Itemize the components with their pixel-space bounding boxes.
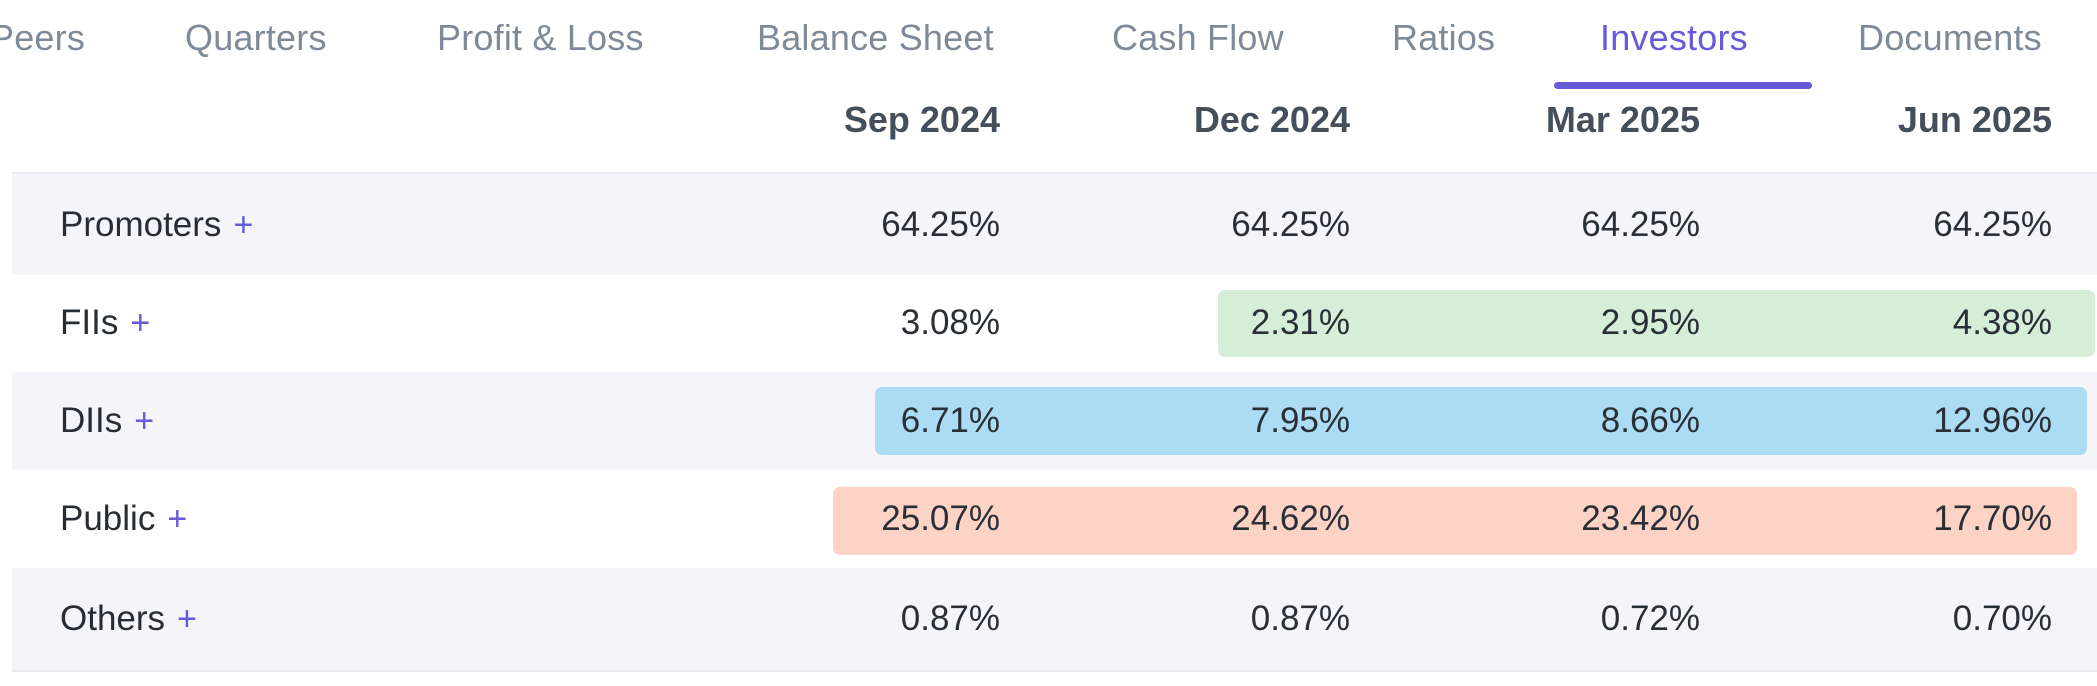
column-header-jun-2025: Jun 2025 (1897, 99, 2052, 140)
row-label-fiis[interactable]: FIIs + (60, 303, 150, 343)
highlight-band-red (833, 487, 2077, 555)
table-row-fiis: FIIs + 3.08% 2.31% 2.95% 4.38% (12, 273, 2097, 372)
table-row-promoters: Promoters + 64.25% 64.25% 64.25% 64.25% (12, 172, 2097, 275)
cell-value: 8.66% (1600, 401, 1700, 440)
tab-ratios[interactable]: Ratios (1392, 17, 1496, 58)
expand-plus-button[interactable]: + (134, 402, 155, 440)
expand-plus-button[interactable]: + (167, 500, 188, 538)
cell-value: 2.31% (1250, 302, 1350, 342)
tab-balance-sheet[interactable]: Balance Sheet (757, 17, 994, 58)
row-label-text: Promoters (60, 204, 222, 244)
row-label-text: Public (60, 499, 156, 538)
cell-value: 0.72% (1600, 599, 1700, 638)
column-header-dec-2024: Dec 2024 (1193, 99, 1350, 140)
cell-value: 24.62% (1231, 499, 1350, 538)
row-label-diis[interactable]: DIIs + (60, 401, 154, 441)
cell-value: 0.87% (1250, 599, 1350, 638)
cell-value: 25.07% (881, 499, 1000, 538)
cell-value: 23.42% (1581, 499, 1700, 538)
cell-value: 64.25% (1933, 204, 2052, 244)
cell-value: 2.95% (1600, 302, 1700, 342)
tab-investors[interactable]: Investors (1600, 17, 1748, 58)
column-header-mar-2025: Mar 2025 (1545, 99, 1700, 140)
tab-profit-loss[interactable]: Profit & Loss (437, 17, 644, 58)
cell-value: 12.96% (1933, 401, 2052, 440)
cell-value: 4.38% (1952, 302, 2052, 342)
cell-value: 64.25% (1231, 204, 1350, 244)
tab-peers[interactable]: Peers (0, 17, 86, 58)
section-tabbar: Peers Quarters Profit & Loss Balance She… (0, 0, 2097, 90)
cell-value: 0.70% (1952, 599, 2052, 638)
expand-plus-button[interactable]: + (130, 303, 151, 342)
row-label-text: DIIs (60, 401, 123, 440)
expand-plus-button[interactable]: + (177, 600, 197, 638)
cell-value: 6.71% (900, 401, 1000, 440)
row-label-promoters[interactable]: Promoters + (60, 205, 253, 245)
cell-value: 0.87% (900, 599, 1000, 638)
row-label-public[interactable]: Public + (60, 499, 187, 539)
row-label-text: Others (60, 599, 166, 638)
table-row-diis: DIIs + 6.71% 7.95% 8.66% 12.96% (12, 372, 2097, 470)
tab-quarters[interactable]: Quarters (185, 17, 327, 58)
row-label-others[interactable]: Others + (60, 599, 197, 639)
cell-value: 64.25% (881, 204, 1000, 244)
tab-cash-flow[interactable]: Cash Flow (1112, 17, 1284, 58)
expand-plus-button[interactable]: + (233, 205, 254, 244)
highlight-band-green (1218, 290, 2095, 357)
active-tab-underline (1554, 82, 1812, 89)
cell-value: 64.25% (1581, 204, 1700, 244)
highlight-band-blue (875, 387, 2087, 455)
tab-documents[interactable]: Documents (1858, 17, 2042, 58)
table-column-headers: Sep 2024 Dec 2024 Mar 2025 Jun 2025 (0, 90, 2097, 170)
cell-value: 3.08% (900, 302, 1000, 342)
cell-value: 7.95% (1250, 401, 1350, 440)
table-row-others: Others + 0.87% 0.87% 0.72% 0.70% (12, 568, 2097, 672)
cell-value: 17.70% (1933, 499, 2052, 538)
row-label-text: FIIs (60, 302, 119, 342)
table-row-public: Public + 25.07% 24.62% 23.42% 17.70% (12, 470, 2097, 568)
column-header-sep-2024: Sep 2024 (843, 99, 1000, 140)
